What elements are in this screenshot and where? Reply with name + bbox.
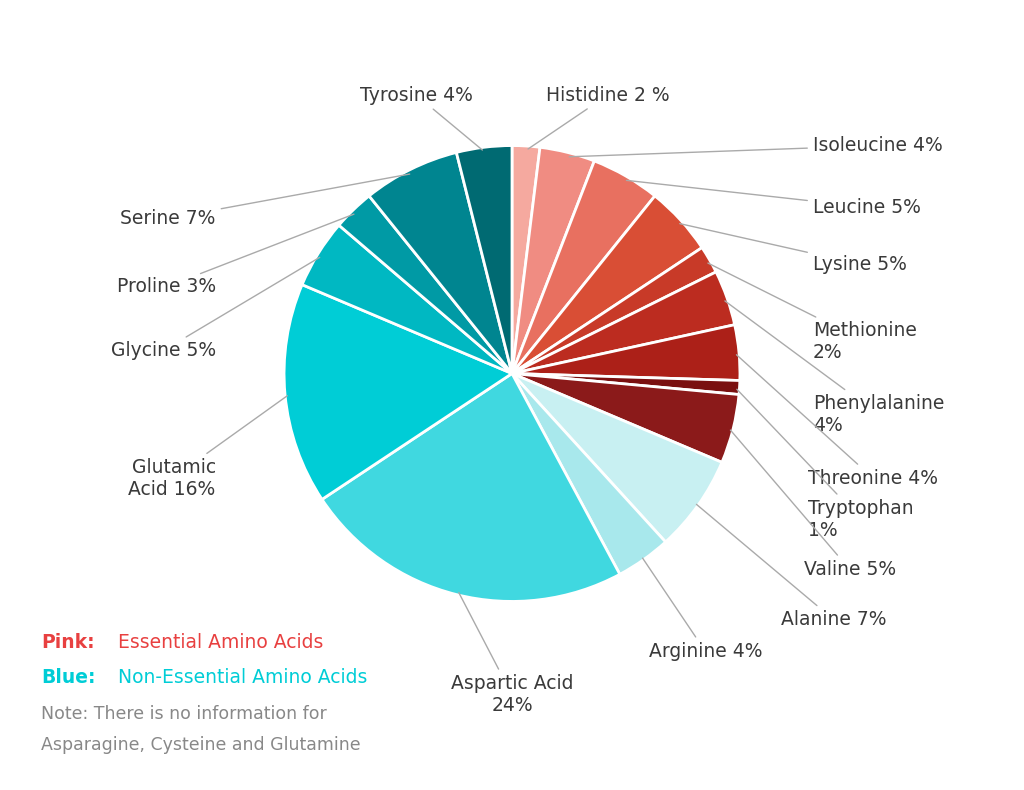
Text: Note: There is no information for: Note: There is no information for (41, 705, 327, 723)
Text: Arginine 4%: Arginine 4% (643, 558, 762, 661)
Wedge shape (512, 196, 702, 374)
Text: Leucine 5%: Leucine 5% (627, 180, 921, 216)
Text: Glutamic
Acid 16%: Glutamic Acid 16% (128, 396, 288, 498)
Wedge shape (512, 247, 716, 374)
Wedge shape (512, 161, 655, 374)
Wedge shape (302, 225, 512, 374)
Wedge shape (512, 272, 734, 374)
Wedge shape (457, 145, 512, 374)
Text: Histidine 2 %: Histidine 2 % (528, 85, 670, 149)
Wedge shape (322, 374, 620, 601)
Wedge shape (512, 374, 722, 542)
Text: Valine 5%: Valine 5% (730, 430, 896, 579)
Text: Lysine 5%: Lysine 5% (680, 224, 906, 273)
Text: Pink:: Pink: (41, 633, 94, 652)
Wedge shape (512, 325, 740, 381)
Wedge shape (284, 284, 512, 499)
Text: Tryptophan
1%: Tryptophan 1% (737, 389, 914, 540)
Text: Aspartic Acid
24%: Aspartic Acid 24% (451, 592, 573, 716)
Wedge shape (512, 374, 739, 394)
Text: Glycine 5%: Glycine 5% (111, 258, 319, 360)
Text: Serine 7%: Serine 7% (120, 174, 410, 228)
Text: Tyrosine 4%: Tyrosine 4% (359, 85, 482, 150)
Text: Isoleucine 4%: Isoleucine 4% (569, 136, 943, 156)
Wedge shape (512, 145, 540, 374)
Wedge shape (369, 152, 512, 374)
Text: Phenylalanine
4%: Phenylalanine 4% (725, 301, 944, 435)
Text: Asparagine, Cysteine and Glutamine: Asparagine, Cysteine and Glutamine (41, 736, 360, 754)
Text: Alanine 7%: Alanine 7% (696, 504, 887, 629)
Text: Non-Essential Amino Acids: Non-Essential Amino Acids (118, 668, 368, 687)
Wedge shape (512, 374, 739, 462)
Text: Methionine
2%: Methionine 2% (708, 263, 916, 362)
Wedge shape (512, 147, 594, 374)
Text: Threonine 4%: Threonine 4% (736, 355, 938, 488)
Text: Blue:: Blue: (41, 668, 95, 687)
Wedge shape (512, 374, 666, 574)
Wedge shape (339, 196, 512, 374)
Text: Essential Amino Acids: Essential Amino Acids (118, 633, 324, 652)
Text: Proline 3%: Proline 3% (117, 214, 354, 296)
